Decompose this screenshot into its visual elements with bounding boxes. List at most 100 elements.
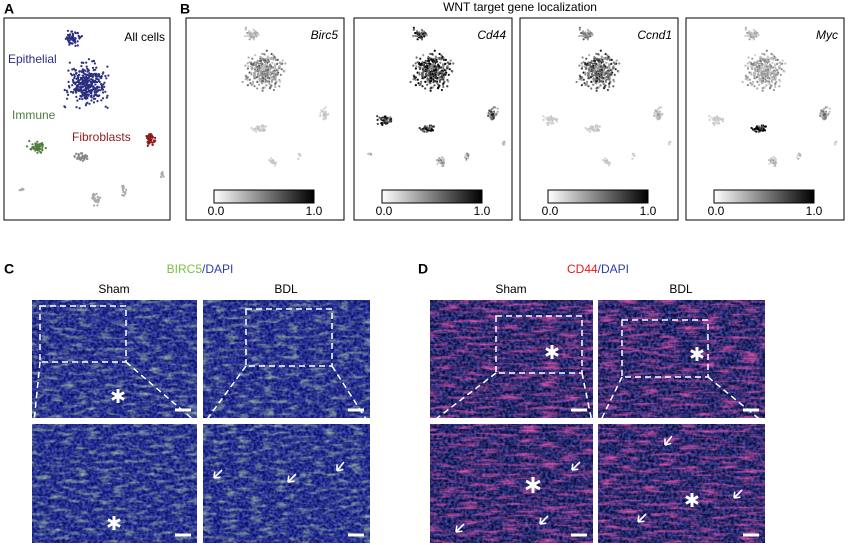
umap-point xyxy=(68,36,72,39)
umap-point xyxy=(585,36,588,39)
umap-point xyxy=(90,99,93,102)
umap-point xyxy=(83,95,86,98)
umap-point xyxy=(275,69,278,72)
umap-point xyxy=(94,75,97,78)
umap-point xyxy=(660,114,664,117)
umap-point xyxy=(273,164,277,167)
umap-point xyxy=(452,62,455,65)
umap-point xyxy=(150,135,153,138)
umap-point xyxy=(87,76,90,80)
umap-point xyxy=(761,80,765,83)
umap-point xyxy=(98,86,101,89)
umap-point xyxy=(272,54,275,57)
umap-point xyxy=(269,159,272,162)
map-frame xyxy=(185,17,345,221)
umap-point xyxy=(760,62,763,65)
umap-point xyxy=(444,58,447,62)
colorbar-max: 1.0 xyxy=(806,204,823,218)
umap-point xyxy=(154,139,157,142)
umap-point xyxy=(93,204,96,207)
umap-point xyxy=(600,71,603,74)
umap-point xyxy=(774,58,778,62)
umap-point xyxy=(610,58,613,62)
umap-point xyxy=(593,59,596,63)
umap-point xyxy=(766,71,769,74)
umap-point xyxy=(67,84,71,88)
colorbar-max: 1.0 xyxy=(640,204,657,218)
umap-point xyxy=(78,70,81,73)
stain-signal xyxy=(598,300,765,418)
zoom-line xyxy=(33,361,197,423)
umap-point xyxy=(544,116,547,119)
umap-point xyxy=(319,112,322,115)
umap-point xyxy=(146,140,149,143)
umap-point xyxy=(284,62,287,65)
umap-point xyxy=(80,157,83,160)
stain: CD44 xyxy=(567,262,598,276)
umap-point xyxy=(146,144,149,147)
umap-point xyxy=(431,125,435,128)
umap-point xyxy=(749,32,753,35)
umap-point xyxy=(582,71,585,74)
umap-point xyxy=(412,28,415,31)
umap-point xyxy=(270,56,273,60)
umap-point xyxy=(96,86,99,89)
umap-point xyxy=(376,118,379,121)
umap-point xyxy=(772,75,776,78)
umap-point xyxy=(771,61,774,64)
umap-point xyxy=(82,61,85,64)
umap-point xyxy=(425,127,428,130)
umap-point xyxy=(448,68,451,71)
umap-point xyxy=(265,65,268,68)
umap-point xyxy=(763,68,766,71)
umap-point xyxy=(429,124,432,127)
umap-point xyxy=(100,99,103,102)
umap-point xyxy=(578,34,581,38)
umap-point xyxy=(36,140,39,143)
umap-point xyxy=(259,57,262,60)
umap-point xyxy=(387,118,390,121)
umap-point xyxy=(72,67,76,70)
umap-point xyxy=(603,159,606,162)
umap-point xyxy=(81,93,84,96)
umap-point xyxy=(592,64,595,67)
umap-point xyxy=(595,82,598,85)
umap-point xyxy=(426,80,430,83)
umap-point xyxy=(580,84,584,87)
umap-point xyxy=(74,37,77,40)
umap-point xyxy=(604,52,607,56)
umap-point xyxy=(496,110,499,113)
umap-point xyxy=(761,89,764,92)
stain-signal xyxy=(598,424,765,543)
umap-point xyxy=(575,80,578,84)
umap-point xyxy=(101,91,105,94)
umap-point xyxy=(82,157,85,160)
umap-point xyxy=(67,80,70,83)
umap-point xyxy=(604,84,607,87)
umap-point xyxy=(764,75,767,78)
umap-point xyxy=(247,34,250,37)
umap-point xyxy=(76,85,79,88)
umap-point xyxy=(592,78,595,81)
umap-point xyxy=(41,146,44,149)
umap-point xyxy=(769,76,773,79)
umap-point xyxy=(427,57,430,60)
umap-point xyxy=(91,75,94,78)
umap-point xyxy=(423,61,426,64)
umap-point xyxy=(250,126,253,130)
umap-point xyxy=(431,86,434,89)
umap-point xyxy=(551,119,554,122)
umap-points xyxy=(542,26,672,167)
umap-point xyxy=(74,90,77,93)
umap-point xyxy=(81,98,84,101)
umap-point xyxy=(251,36,254,39)
umap-point xyxy=(426,64,429,67)
umap-point xyxy=(72,37,75,40)
umap-point xyxy=(276,58,279,62)
umap-point xyxy=(606,54,609,57)
umap-point xyxy=(79,76,82,79)
umap-point xyxy=(776,62,779,65)
umap-point xyxy=(260,66,263,69)
umap-point xyxy=(490,113,493,117)
umap-point xyxy=(752,33,755,36)
